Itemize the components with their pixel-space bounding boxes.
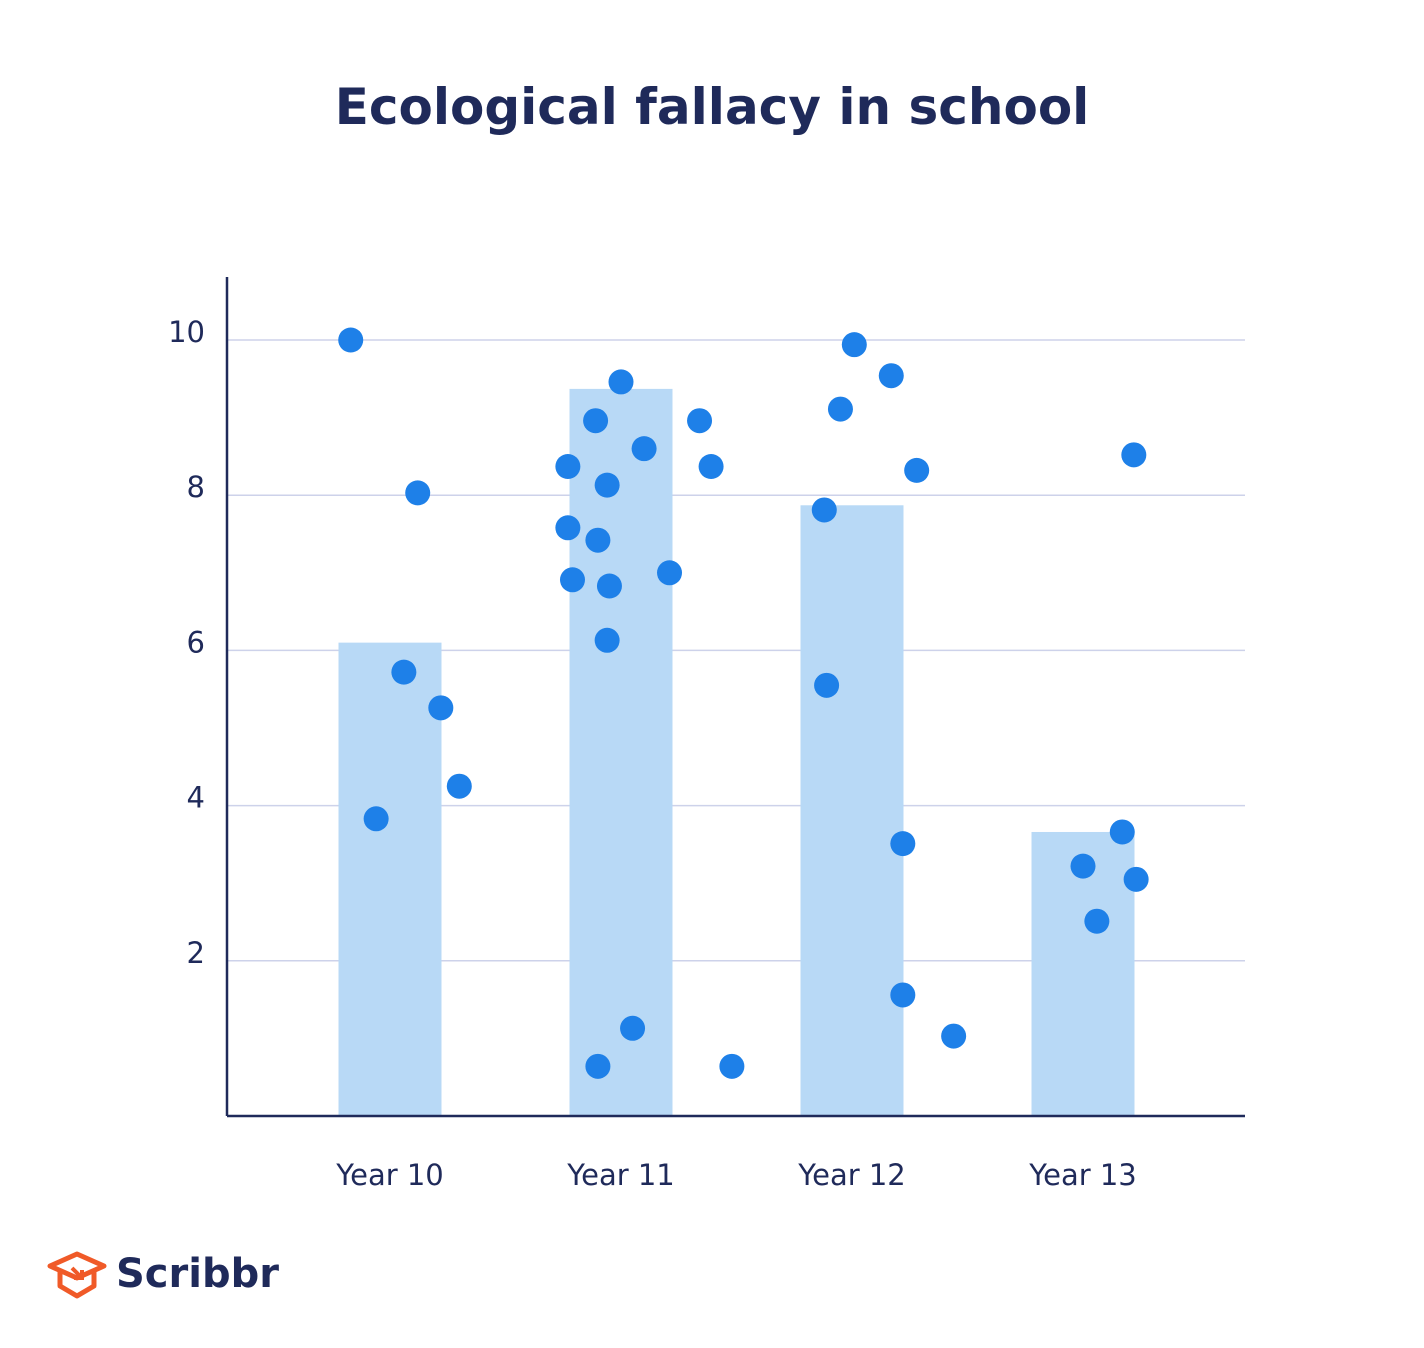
data-point	[555, 515, 581, 541]
data-point	[338, 327, 364, 353]
data-point	[631, 436, 657, 462]
data-point	[1084, 908, 1110, 934]
data-point	[687, 408, 713, 434]
data-point	[363, 806, 389, 832]
data-point	[446, 773, 472, 799]
data-point	[428, 695, 454, 721]
data-point	[608, 369, 634, 395]
bar-year-12	[800, 505, 904, 1117]
data-point	[941, 1023, 967, 1049]
data-point	[719, 1053, 745, 1079]
data-point	[811, 497, 837, 523]
chart-title: Ecological fallacy in school	[334, 78, 1090, 136]
bar-year-13	[1031, 831, 1135, 1116]
data-point	[890, 831, 916, 857]
data-point	[585, 527, 611, 553]
data-point	[594, 627, 620, 653]
data-point	[594, 472, 620, 498]
data-point	[698, 453, 724, 479]
scribbr-logo: Scribbr	[46, 1248, 279, 1300]
data-point	[391, 659, 417, 685]
x-tick-label: Year 12	[797, 1158, 906, 1192]
data-point	[583, 408, 609, 434]
data-point	[1121, 442, 1147, 468]
y-tick-label: 2	[187, 936, 205, 970]
data-point	[841, 332, 867, 358]
data-point	[1070, 853, 1096, 879]
x-tick-label: Year 11	[566, 1158, 675, 1192]
data-point	[585, 1053, 611, 1079]
bar-year-11	[569, 388, 673, 1116]
y-tick-label: 10	[168, 315, 205, 349]
data-point	[814, 672, 840, 698]
x-tick-label: Year 10	[335, 1158, 444, 1192]
data-point	[559, 567, 585, 593]
y-tick-label: 4	[187, 781, 205, 815]
bar-year-10	[338, 642, 442, 1116]
data-point	[555, 453, 581, 479]
data-point	[1123, 866, 1149, 892]
logo-text: Scribbr	[116, 1251, 279, 1297]
data-point	[827, 396, 853, 422]
data-point	[904, 457, 930, 483]
x-tick-label: Year 13	[1028, 1158, 1137, 1192]
graduation-cap-icon	[47, 1251, 107, 1299]
data-point	[657, 560, 683, 586]
data-point	[890, 982, 916, 1008]
data-point	[405, 480, 431, 506]
data-point	[596, 573, 622, 599]
y-tick-label: 6	[187, 625, 205, 659]
data-point	[620, 1015, 646, 1041]
y-tick-label: 8	[187, 470, 205, 504]
data-point	[878, 363, 904, 389]
data-point	[1109, 819, 1135, 845]
